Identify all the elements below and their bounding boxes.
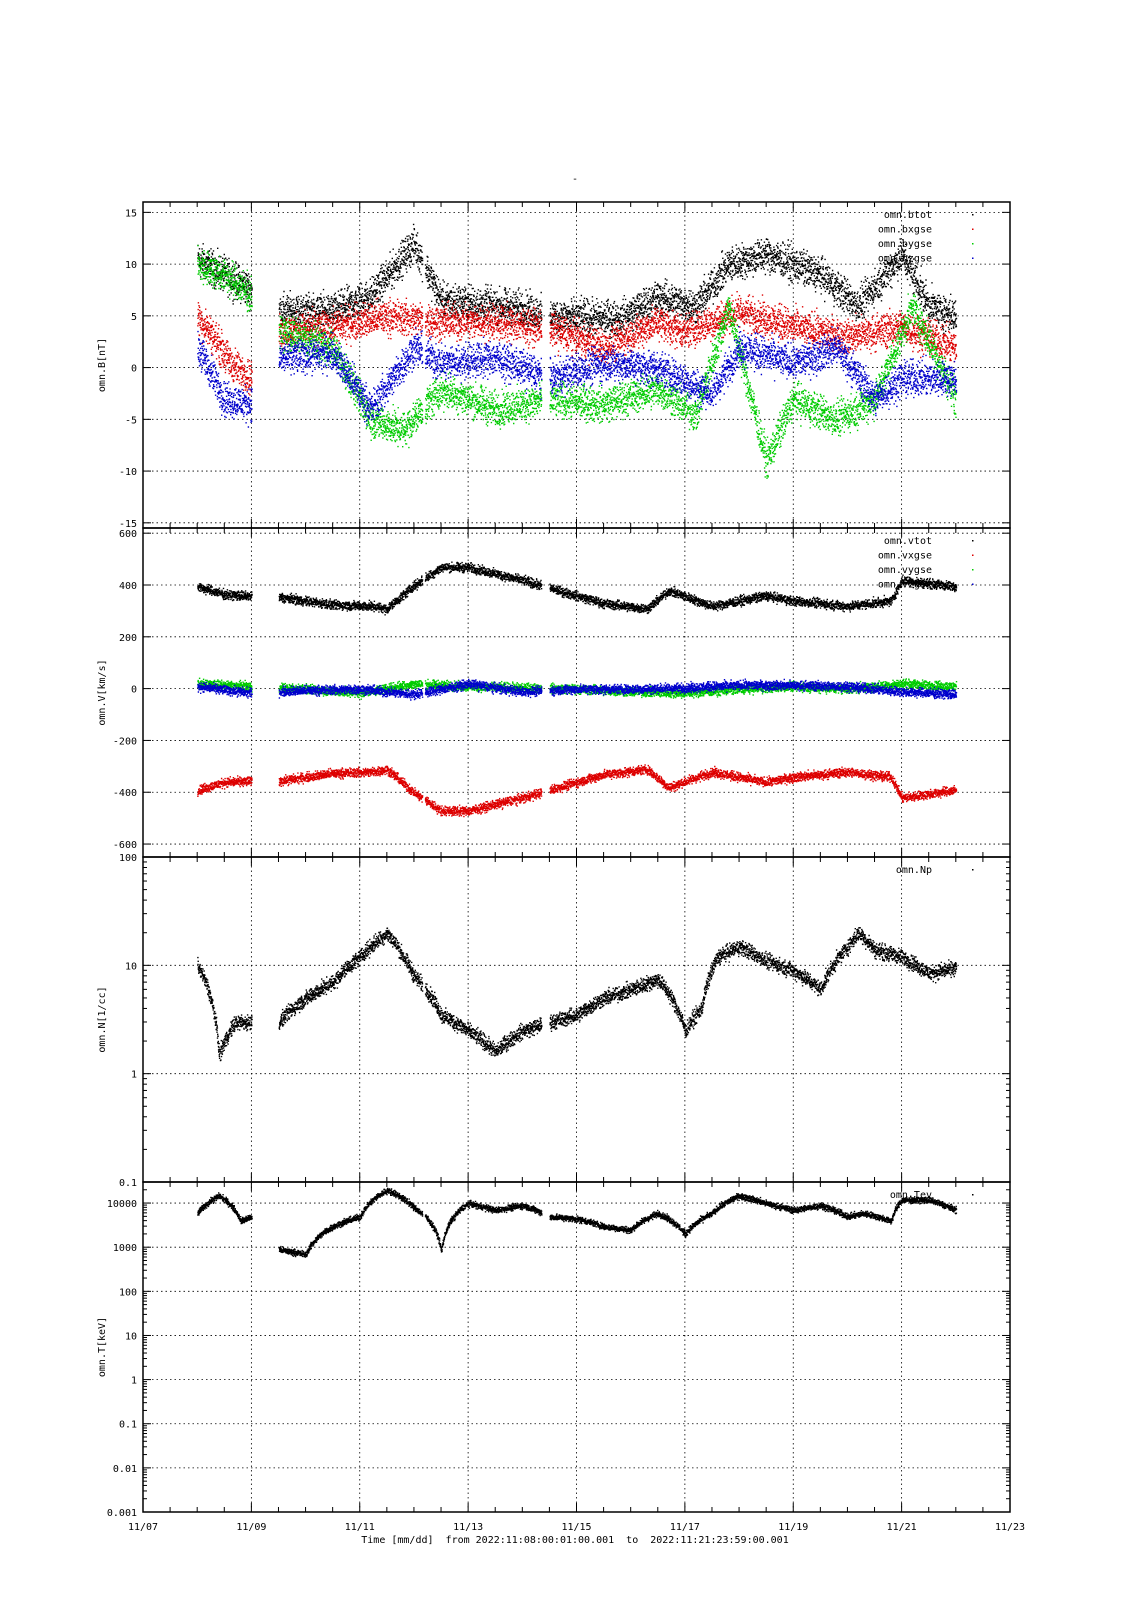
y-tick-label: 0 [131,685,137,696]
y-tick-label: 5 [131,312,137,323]
y-tick-label: -600 [113,840,137,851]
x-tick-label: 11/21 [887,1522,917,1533]
legend-marker [972,228,974,230]
x-tick-label: 11/17 [670,1522,700,1533]
y-tick-label: 10 [125,1331,137,1342]
y-axis-label: omn.B[nT] [97,338,108,392]
legend-label: omn.vxgse [878,551,932,562]
legend-label: omn.bxgse [878,225,932,236]
y-tick-label: 1 [131,1376,137,1387]
legend-marker [972,869,974,871]
x-tick-label: 11/09 [236,1522,266,1533]
x-axis-title: Time [mm/dd] from 2022:11:08:00:01:00.00… [361,1535,788,1546]
y-tick-label: -200 [113,736,137,747]
legend-label: omn.vygse [878,565,932,576]
y-axis-label: omn.V[km/s] [97,659,108,725]
legend-label: omn.btot [884,210,932,221]
x-tick-label: 11/19 [778,1522,808,1533]
x-tick-label: 11/11 [345,1522,375,1533]
legend-label: omn.bzgse [878,254,932,265]
y-tick-label: 400 [119,581,137,592]
y-tick-label: 0 [131,364,137,375]
figure-top-label: - [572,174,578,185]
y-tick-label: 10 [125,260,137,271]
y-tick-label: 100 [119,853,137,864]
y-tick-label: 1 [131,1070,137,1081]
y-tick-label: 600 [119,529,137,540]
series-points-omn-bxgse [197,291,958,397]
legend-label: omn.Tev [890,1190,932,1201]
x-tick-label: 11/07 [128,1522,158,1533]
y-tick-label: -10 [119,467,137,478]
y-tick-label: 200 [119,633,137,644]
y-tick-label: 0.1 [119,1420,137,1431]
legend-marker [972,257,974,259]
y-tick-label: -5 [125,415,137,426]
series-points-omn-btot [197,223,958,340]
panel-3: 0.1 1 10 100 omn.N[1/cc] omn.Np [97,853,1011,1189]
series-points-omn-vzgse [197,678,958,701]
plot-frame [142,1181,1011,1513]
series-points-omn-bygse [197,244,958,479]
y-tick-label: -400 [113,788,137,799]
panel-2: -600 -400 -200 0 200 400 600 omn.V[km/s] omn.vto… [97,527,1011,858]
panel-1: -15 -10 -5 0 5 10 15 omn.B[nT] omn.btot omn.bxgse… [97,201,1011,530]
x-tick-label: 11/23 [995,1522,1025,1533]
legend-label: omn.Np [896,865,932,876]
y-tick-label: 100 [119,1287,137,1298]
legend-label: omn.vtot [884,536,932,547]
series-points-omn-Np [197,927,958,1062]
x-tick-label: 11/15 [561,1522,591,1533]
series-points-omn-Tev [197,1187,958,1258]
series-points-omn-vtot [197,561,958,616]
legend-marker [972,1194,974,1196]
y-tick-label: 0.1 [119,1178,137,1189]
y-tick-label: 10 [125,961,137,972]
series-points-omn-vxgse [197,764,958,818]
y-tick-label: 10000 [107,1199,137,1210]
panel-4: 0.001 0.01 0.1 1 10 100 1000 10000 omn.T[keV] omn… [97,1181,1011,1519]
legend-marker [972,540,974,542]
y-tick-label: 0.01 [113,1464,137,1475]
y-axis-label: omn.N[1/cc] [97,986,108,1052]
y-tick-label: 0.001 [107,1508,137,1519]
y-axis-label: omn.T[keV] [97,1317,108,1377]
y-tick-label: 1000 [113,1243,137,1254]
series-points-omn-bzgse [197,326,958,428]
legend-label: omn.bygse [878,239,932,250]
legend-marker [972,583,974,585]
legend-marker [972,569,974,571]
y-tick-label: 15 [125,208,137,219]
legend-marker [972,554,974,556]
x-tick-label: 11/13 [453,1522,483,1533]
legend-label: omn.vzgse [878,580,932,591]
y-tick-label: -15 [119,519,137,530]
legend-marker [972,214,974,216]
legend-marker [972,243,974,245]
